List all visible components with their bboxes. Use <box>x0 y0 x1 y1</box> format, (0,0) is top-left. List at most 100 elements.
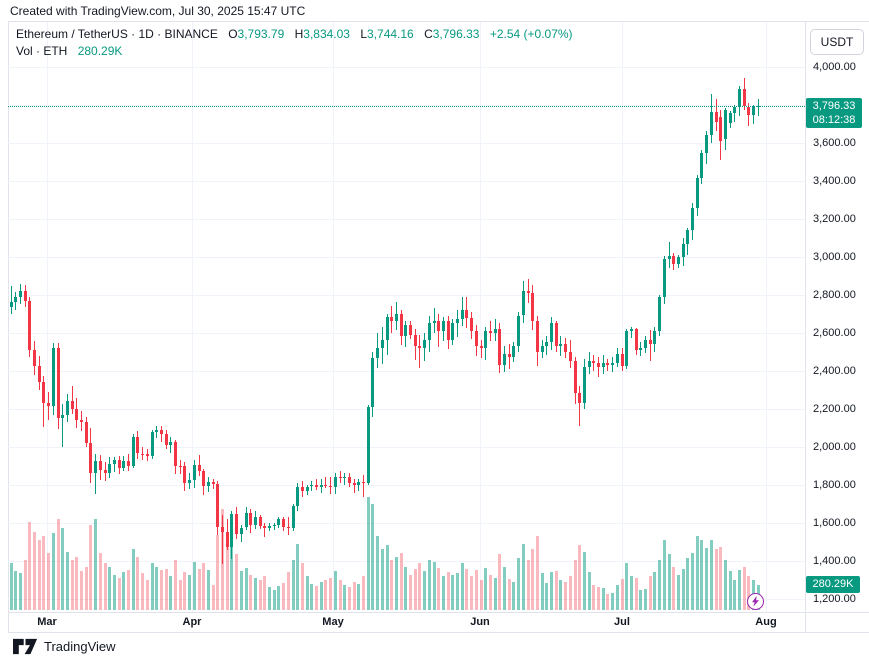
candle-body <box>65 401 69 415</box>
candle-body <box>268 526 271 528</box>
candle-body <box>723 110 727 139</box>
candle-body <box>568 351 572 362</box>
candle-wick <box>546 336 548 356</box>
volume-bar <box>192 561 196 610</box>
volume-bar <box>559 580 563 610</box>
grid-line-v <box>333 22 334 612</box>
candle-body <box>291 505 295 529</box>
volume-bar <box>84 566 88 610</box>
volume-bar <box>691 552 694 610</box>
grid-line-v <box>622 22 623 612</box>
volume-bar <box>498 554 502 610</box>
candle-body <box>540 345 544 352</box>
volume-bar <box>249 575 253 610</box>
candle-body <box>432 321 436 324</box>
candle-body <box>98 461 102 470</box>
volume-bar <box>667 554 671 610</box>
candle-body <box>714 112 718 123</box>
volume-bar <box>112 575 116 610</box>
candle-body <box>592 361 596 363</box>
candle-wick <box>593 355 595 372</box>
candle-body <box>28 300 32 351</box>
candle-body <box>56 348 60 419</box>
volume-bar <box>733 580 737 610</box>
price-axis-label: 3,600.00 <box>813 137 856 149</box>
volume-bar <box>719 547 723 610</box>
candle-body <box>188 480 192 483</box>
candle-body <box>263 526 267 528</box>
volume-bar <box>540 573 544 610</box>
flash-button[interactable] <box>747 593 764 610</box>
volume-bar <box>282 583 286 610</box>
volume-bar <box>535 535 539 610</box>
volume-bar <box>268 586 271 610</box>
volume-bar <box>582 551 586 610</box>
candle-body <box>42 382 46 404</box>
candle-wick <box>287 516 289 536</box>
ohlc-close-value: 3,796.33 <box>432 27 480 41</box>
time-axis-label: Jun <box>470 616 490 628</box>
candle-wick <box>170 437 172 454</box>
candle-body <box>521 290 525 316</box>
volume-bar <box>230 530 234 610</box>
price-axis-label: 3,200.00 <box>813 213 856 225</box>
candle-body <box>676 257 680 265</box>
candle-body <box>493 328 497 333</box>
volume-bar <box>206 569 210 610</box>
price-axis-label: 2,800.00 <box>813 289 856 301</box>
candle-body <box>418 345 422 348</box>
volume-bar <box>413 568 417 610</box>
volume-bar <box>507 578 511 610</box>
candle-body <box>409 325 412 335</box>
candle-body <box>733 107 737 113</box>
currency-toggle-button[interactable]: USDT <box>810 29 864 55</box>
volume-bar <box>347 586 351 610</box>
candle-wick <box>316 478 317 491</box>
candle-body <box>573 361 577 394</box>
volume-bar <box>37 540 41 610</box>
volume-bar <box>258 579 262 610</box>
volume-bar <box>423 571 427 610</box>
volume-bar <box>42 536 46 610</box>
candle-body <box>272 525 276 527</box>
candle-wick <box>48 391 50 421</box>
candle-wick <box>560 336 562 357</box>
candle-body <box>460 309 464 320</box>
candle-body <box>197 464 201 472</box>
candle-body <box>235 513 239 535</box>
candle-wick <box>433 307 435 334</box>
grid-line-h <box>8 181 805 182</box>
candle-wick <box>71 386 73 414</box>
change-value: +2.54 (+0.07%) <box>489 27 573 41</box>
candle-body <box>488 330 492 333</box>
candle-body <box>319 484 323 488</box>
volume-bar <box>225 541 229 610</box>
candle-body <box>103 469 107 474</box>
volume-bar <box>178 579 182 610</box>
volume-bar <box>578 545 582 610</box>
volume-bar <box>709 540 713 610</box>
volume-bar <box>98 552 102 610</box>
candle-body <box>131 437 135 466</box>
volume-bar <box>315 585 318 610</box>
candle-body <box>150 432 154 457</box>
grid-line-h <box>8 561 805 562</box>
candle-wick <box>95 453 97 494</box>
volume-bar <box>9 563 13 610</box>
candle-body <box>305 486 309 492</box>
candle-body <box>37 366 41 383</box>
volume-bar <box>366 497 370 610</box>
volume-bar <box>470 575 474 610</box>
candle-body <box>456 319 459 324</box>
candle-body <box>376 347 380 359</box>
candle-body <box>470 318 474 331</box>
candle-body <box>112 459 116 464</box>
volume-bar <box>51 532 55 610</box>
tradingview-logo[interactable]: TradingView <box>13 638 116 655</box>
candle-wick <box>113 456 115 473</box>
candle-body <box>338 477 342 479</box>
price-axis-label: 2,000.00 <box>813 441 856 453</box>
volume-bar <box>80 571 83 610</box>
volume-bar <box>263 575 267 610</box>
